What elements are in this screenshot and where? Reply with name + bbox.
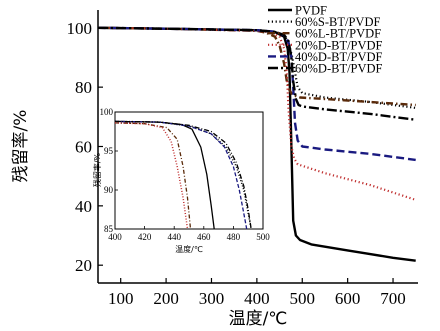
inset-y-axis-title: 残留率/%	[92, 152, 102, 187]
y-axis-title: 残留率/%	[11, 110, 31, 183]
x-tick-label: 700	[380, 289, 406, 308]
legend-label-5: 40%D-BT/PVDF	[295, 50, 383, 64]
inset-series-line-3	[114, 122, 192, 230]
series-line-6	[97, 26, 416, 121]
y-tick-label: 40	[75, 197, 92, 216]
inset-x-ticks: 400 420 440 460 480 500	[108, 226, 270, 242]
inset-x-axis-title: 温度/℃	[175, 244, 203, 254]
inset-y-tick-label: 100	[100, 107, 114, 117]
legend: PVDF60%S-BT/PVDF60%L-BT/PVDF20%D-BT/PVDF…	[268, 4, 383, 76]
inset-series-line-6	[114, 120, 252, 230]
x-tick-label: 500	[290, 289, 316, 308]
x-tick-label: 200	[153, 289, 179, 308]
inset-frame	[114, 111, 264, 230]
inset-series	[114, 120, 252, 230]
main-y-ticks: 20 40 60 80 100	[67, 19, 103, 275]
x-tick-label: 600	[335, 289, 361, 308]
y-tick-label: 60	[75, 138, 92, 157]
inset-y-tick-label: 95	[104, 146, 114, 156]
inset-y-tick-label: 90	[104, 185, 114, 195]
inset-x-tick-label: 400	[108, 232, 122, 242]
inset-x-tick-label: 480	[227, 232, 241, 242]
legend-label-4: 20%D-BT/PVDF	[295, 38, 383, 52]
legend-label-2: 60%S-BT/PVDF	[295, 15, 380, 29]
x-axis-title: 温度/℃	[229, 309, 288, 329]
inset-y-ticks: 85 90 95 100	[100, 107, 118, 234]
inset-x-tick-label: 460	[197, 232, 211, 242]
y-tick-label: 80	[75, 78, 92, 97]
y-tick-label: 100	[67, 19, 93, 38]
inset-y-tick-label: 85	[104, 224, 114, 234]
y-tick-label: 20	[75, 256, 92, 275]
inset-x-tick-label: 420	[138, 232, 152, 242]
main-x-ticks: 100 200 300 400 500 600 700	[108, 278, 406, 308]
legend-label-6: 60%D-BT/PVDF	[295, 62, 383, 76]
inset-x-tick-label: 500	[256, 232, 270, 242]
inset-x-tick-label: 440	[167, 232, 181, 242]
inset-chart: 400 420 440 460 480 500 85 90 95 100 温度/℃ 残留率/%	[92, 107, 270, 254]
main-series	[97, 26, 417, 262]
x-tick-label: 400	[244, 289, 270, 308]
x-tick-label: 300	[199, 289, 225, 308]
inset-series-line-2	[114, 120, 252, 230]
legend-label-1: PVDF	[295, 4, 327, 18]
x-tick-label: 100	[108, 289, 134, 308]
series-line-5	[97, 26, 416, 162]
legend-label-3: 60%L-BT/PVDF	[295, 27, 381, 41]
